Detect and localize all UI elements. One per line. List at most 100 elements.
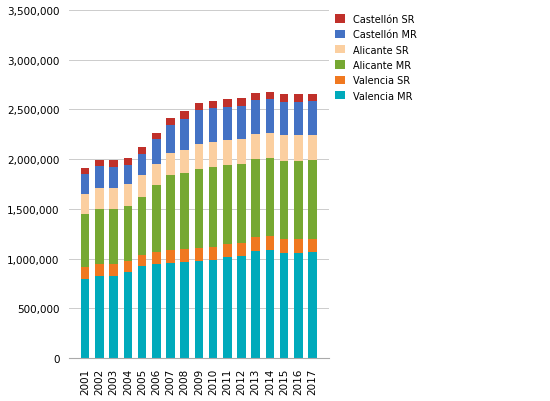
Bar (180, 174, 189, 249)
Bar (166, 153, 175, 176)
Bar (124, 185, 132, 206)
Legend: Castellón SR, Castellón MR, Alicante SR, Alicante MR, Valencia SR, Valencia MR: Castellón SR, Castellón MR, Alicante SR,… (331, 11, 420, 105)
Bar (280, 95, 288, 103)
Bar (251, 101, 260, 134)
Bar (195, 103, 203, 111)
Bar (294, 95, 302, 103)
Bar (209, 109, 217, 143)
Bar (237, 165, 246, 243)
Bar (237, 256, 246, 358)
Bar (95, 277, 104, 358)
Bar (166, 119, 175, 126)
Bar (251, 159, 260, 237)
Bar (309, 239, 317, 253)
Bar (266, 134, 274, 158)
Bar (195, 261, 203, 358)
Bar (195, 111, 203, 145)
Bar (180, 262, 189, 358)
Bar (294, 161, 302, 239)
Bar (309, 95, 317, 102)
Bar (294, 239, 302, 253)
Bar (81, 169, 90, 174)
Bar (294, 136, 302, 161)
Bar (223, 166, 232, 244)
Bar (223, 100, 232, 107)
Bar (237, 140, 246, 165)
Bar (309, 253, 317, 358)
Bar (138, 267, 146, 358)
Bar (237, 243, 246, 256)
Bar (109, 161, 118, 168)
Bar (209, 143, 217, 168)
Bar (109, 168, 118, 188)
Bar (266, 158, 274, 237)
Bar (223, 244, 232, 257)
Bar (266, 250, 274, 358)
Bar (251, 94, 260, 101)
Bar (180, 151, 189, 174)
Bar (237, 99, 246, 107)
Bar (266, 100, 274, 134)
Bar (237, 107, 246, 140)
Bar (124, 261, 132, 273)
Bar (223, 107, 232, 141)
Bar (209, 260, 217, 358)
Bar (309, 102, 317, 136)
Bar (280, 253, 288, 358)
Bar (124, 273, 132, 358)
Bar (109, 188, 118, 210)
Bar (251, 134, 260, 159)
Bar (266, 237, 274, 250)
Bar (81, 280, 90, 358)
Bar (95, 188, 104, 209)
Bar (81, 194, 90, 214)
Bar (294, 103, 302, 136)
Bar (152, 164, 161, 186)
Bar (266, 93, 274, 100)
Bar (152, 186, 161, 253)
Bar (109, 210, 118, 264)
Bar (309, 161, 317, 239)
Bar (223, 141, 232, 166)
Bar (109, 277, 118, 358)
Bar (180, 120, 189, 151)
Bar (280, 103, 288, 136)
Bar (251, 251, 260, 358)
Bar (180, 112, 189, 120)
Bar (195, 248, 203, 261)
Bar (223, 257, 232, 358)
Bar (166, 176, 175, 250)
Bar (209, 102, 217, 109)
Bar (152, 265, 161, 358)
Bar (280, 239, 288, 253)
Bar (124, 159, 132, 165)
Bar (152, 140, 161, 164)
Bar (109, 264, 118, 277)
Bar (138, 198, 146, 255)
Bar (166, 250, 175, 263)
Bar (95, 265, 104, 277)
Bar (138, 176, 146, 198)
Bar (81, 214, 90, 268)
Bar (280, 136, 288, 161)
Bar (138, 255, 146, 267)
Bar (209, 168, 217, 247)
Bar (195, 170, 203, 248)
Bar (81, 174, 90, 194)
Bar (138, 154, 146, 176)
Bar (251, 237, 260, 251)
Bar (124, 165, 132, 185)
Bar (152, 134, 161, 140)
Bar (209, 247, 217, 260)
Bar (95, 160, 104, 167)
Bar (294, 253, 302, 358)
Bar (152, 253, 161, 265)
Bar (95, 167, 104, 188)
Bar (81, 268, 90, 280)
Bar (180, 249, 189, 262)
Bar (166, 263, 175, 358)
Bar (309, 136, 317, 161)
Bar (124, 206, 132, 261)
Bar (95, 209, 104, 265)
Bar (138, 148, 146, 154)
